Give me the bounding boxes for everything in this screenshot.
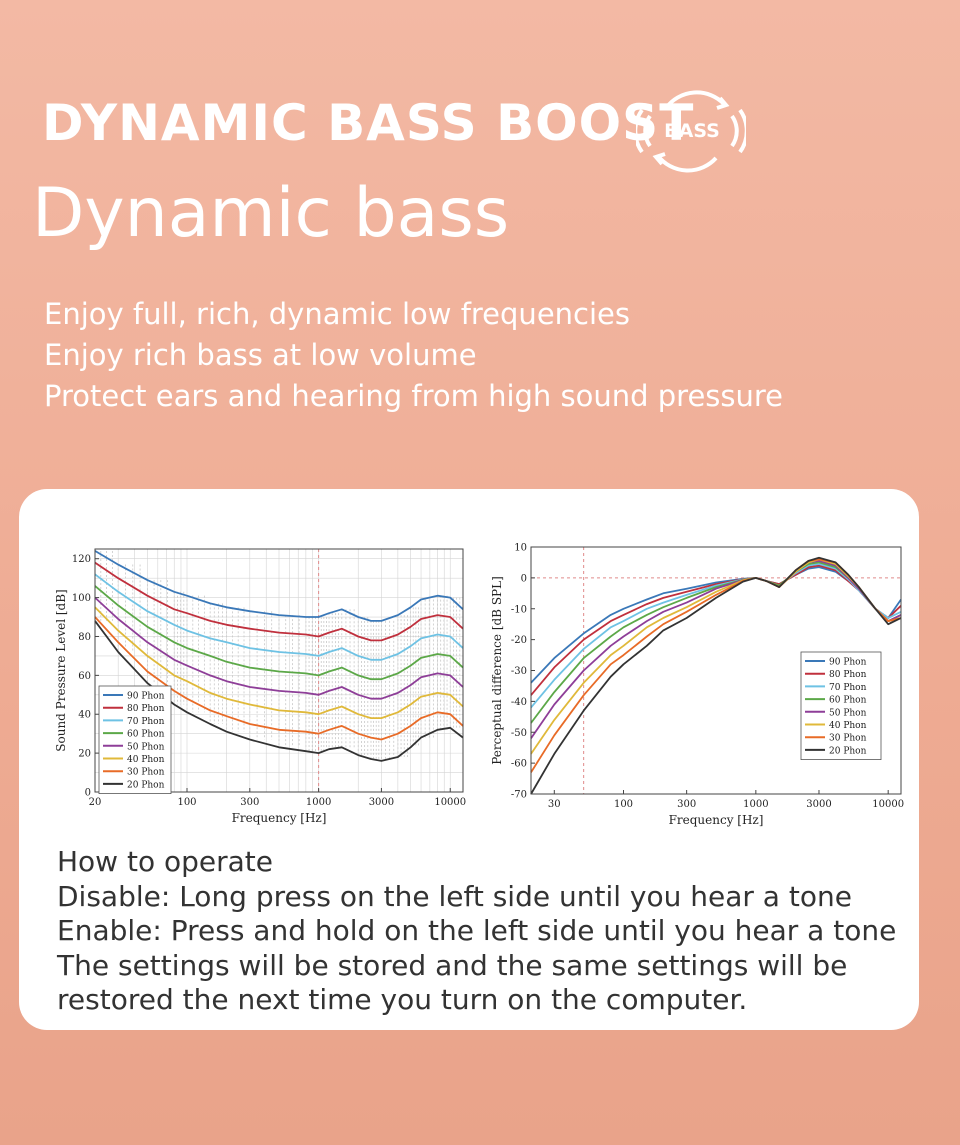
series-line-60-phon (94, 585, 464, 681)
y-tick-label: -50 (511, 728, 527, 739)
series-line-30-phon (94, 616, 464, 741)
y-tick-label: 60 (78, 671, 91, 682)
feature-item: Protect ears and hearing from high sound… (44, 379, 784, 413)
series-line-20-phon (94, 620, 464, 762)
legend-label: 60 Phon (829, 696, 867, 706)
x-tick-label: 300 (240, 797, 259, 808)
legend-label: 20 Phon (127, 780, 165, 790)
legend-label: 60 Phon (127, 730, 165, 740)
operation-line: The settings will be stored and the same… (57, 948, 848, 982)
y-tick-label: -10 (511, 604, 527, 615)
x-tick-label: 300 (677, 799, 696, 810)
x-tick-label: 10000 (872, 799, 904, 810)
series-line-70-phon (94, 573, 464, 661)
legend-label: 30 Phon (127, 768, 165, 778)
x-tick-label: 30 (548, 799, 561, 810)
perceptual-difference-chart: 30 100 300 1000 3000 10000-70-60-50-40-30-20-… (490, 543, 904, 828)
y-axis-label: Perceptual difference [dB SPL] (490, 576, 504, 765)
legend-label: 70 Phon (127, 717, 165, 727)
operation-line: restored the next time you turn on the c… (57, 983, 748, 1016)
legend-label: 50 Phon (127, 742, 165, 752)
feature-list: Enjoy full, rich, dynamic low frequencie… (44, 294, 783, 417)
info-card: 20 100 300 1000 3000 10000 0 20 40 60 80 100 120 Freq… (19, 489, 919, 1030)
y-tick-label: -60 (511, 759, 527, 770)
legend-label: 70 Phon (829, 683, 867, 693)
series-line-20-phon (530, 556, 902, 795)
operation-line: Disable: Long press on the left side unt… (57, 879, 852, 913)
legend-label: 40 Phon (829, 721, 867, 731)
legend-label: 30 Phon (829, 734, 867, 744)
x-tick-label: 3000 (806, 799, 831, 810)
y-tick-label: 0 (85, 788, 91, 799)
y-tick-label: -70 (511, 790, 527, 801)
operation-line: Enable: Press and hold on the left side … (57, 914, 897, 947)
legend-label: 80 Phon (127, 704, 165, 714)
grid-lines (94, 549, 463, 793)
legend: 90 Phon 80 Phon 70 Phon 60 Phon 50 Phon 40 Ph… (98, 685, 172, 794)
bass-badge-label: BASS (664, 120, 720, 142)
bass-icon: BASS (636, 90, 746, 173)
y-axis-label: Sound Pressure Level [dB] (54, 589, 68, 751)
operation-instructions: How to operate Disable: Long press on th… (57, 845, 896, 1018)
legend-label: 40 Phon (127, 755, 165, 765)
series-line-50-phon (94, 596, 464, 700)
y-tick-label: 0 (521, 573, 527, 584)
x-tick-label: 1000 (743, 799, 768, 810)
y-tick-label: -30 (511, 666, 527, 677)
legend-label: 90 Phon (127, 692, 165, 702)
y-tick-label: -20 (511, 635, 527, 646)
y-tick-label: 100 (72, 593, 91, 604)
x-tick-label: 1000 (306, 797, 331, 808)
subhead: Dynamic bass (32, 174, 510, 253)
x-tick-label: 100 (177, 797, 196, 808)
headline: DYNAMIC BASS BOOST (42, 94, 695, 152)
y-tick-label: -40 (511, 697, 527, 708)
series-line-40-phon (94, 606, 464, 719)
series-line-80-phon (94, 561, 464, 642)
y-tick-label: 10 (514, 543, 527, 554)
plot-frame (94, 548, 464, 793)
equal-loudness-chart: 20 100 300 1000 3000 10000020406080100120Freq… (54, 548, 466, 825)
feature-item: Enjoy rich bass at low volume (44, 338, 477, 372)
y-tick-label: 120 (72, 554, 91, 565)
legend-label: 80 Phon (829, 670, 867, 680)
x-tick-label: 10000 (434, 797, 466, 808)
feature-item: Enjoy full, rich, dynamic low frequencie… (44, 297, 630, 331)
y-tick-label: 20 (78, 749, 91, 760)
y-tick-label: 80 (78, 632, 91, 643)
x-tick-label: 100 (614, 799, 633, 810)
legend-label: 50 Phon (829, 708, 867, 718)
legend: 90 Phon 80 Phon 70 Phon 60 Phon 50 Phon 40 Ph… (800, 651, 882, 760)
x-axis-label: Frequency [Hz] (669, 813, 764, 827)
legend-label: 20 Phon (829, 746, 867, 756)
x-tick-label: 20 (89, 797, 102, 808)
x-tick-label: 3000 (369, 797, 394, 808)
legend-label: 90 Phon (829, 658, 867, 668)
series-line-90-phon (94, 550, 464, 622)
x-axis-label: Frequency [Hz] (232, 811, 327, 825)
operation-heading: How to operate (57, 845, 274, 878)
y-tick-label: 40 (78, 710, 91, 721)
